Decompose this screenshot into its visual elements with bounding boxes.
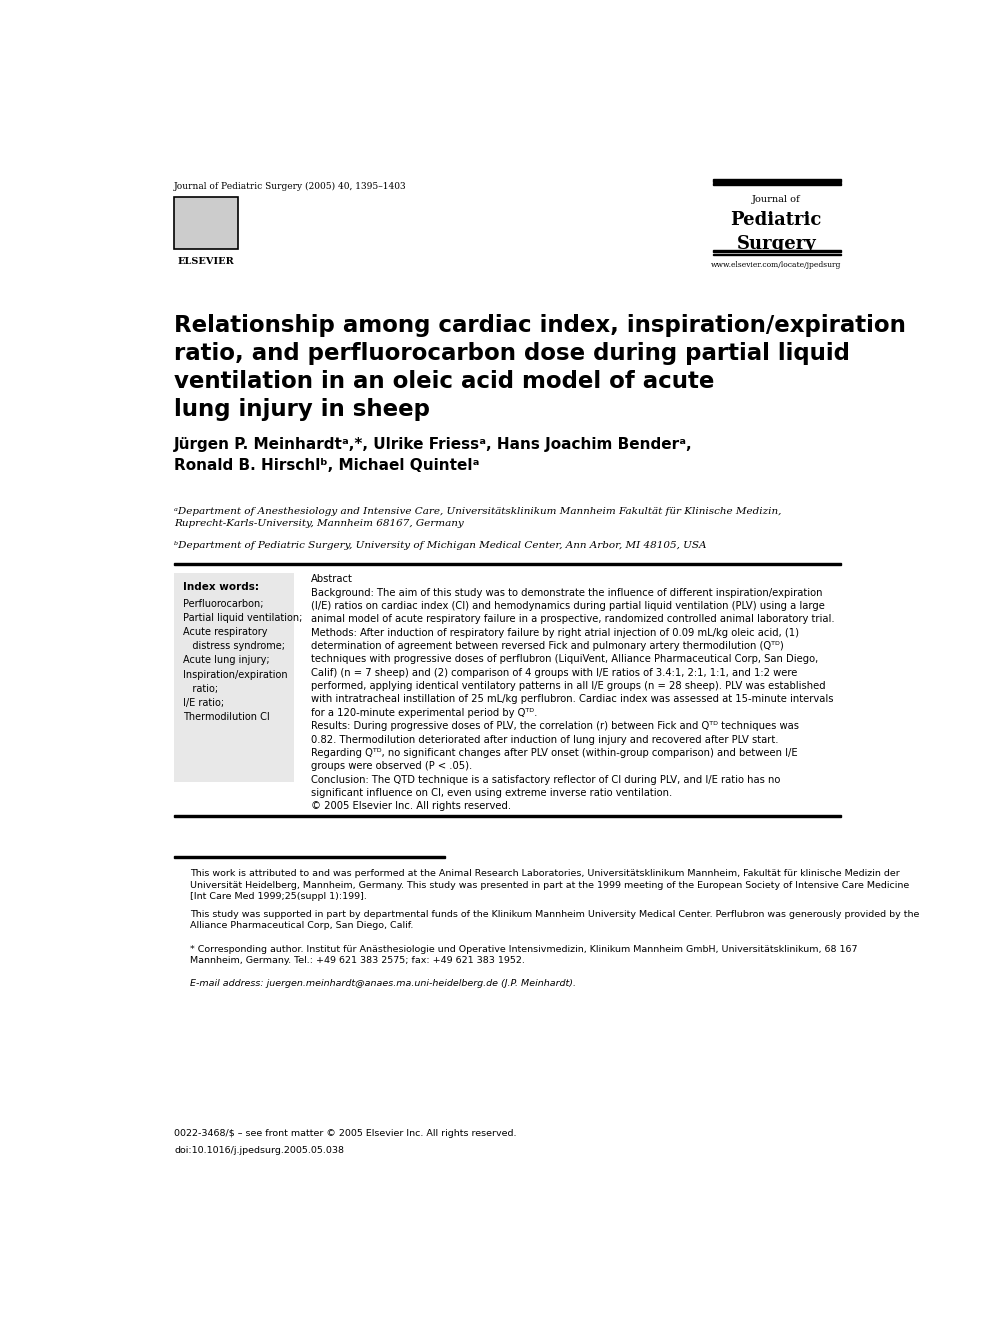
- Text: doi:10.1016/j.jpedsurg.2005.05.038: doi:10.1016/j.jpedsurg.2005.05.038: [174, 1146, 345, 1155]
- Text: ELSEVIER: ELSEVIER: [177, 257, 235, 265]
- Bar: [713, 183, 841, 185]
- Bar: [174, 197, 238, 249]
- Text: Relationship among cardiac index, inspiration/expiration
ratio, and perfluorocar: Relationship among cardiac index, inspir…: [174, 314, 906, 421]
- Bar: [174, 564, 841, 565]
- Text: Journal of Pediatric Surgery (2005) 40, 1395–1403: Journal of Pediatric Surgery (2005) 40, …: [174, 182, 407, 190]
- Bar: [713, 249, 841, 252]
- Text: * Corresponding author. Institut für Anästhesiologie und Operative Intensivmediz: * Corresponding author. Institut für Anä…: [190, 945, 857, 965]
- Text: Index words:: Index words:: [183, 582, 259, 591]
- Text: www.elsevier.com/locate/jpedsurg: www.elsevier.com/locate/jpedsurg: [711, 261, 842, 269]
- Text: Pediatric: Pediatric: [731, 211, 822, 228]
- Text: Surgery: Surgery: [737, 235, 816, 252]
- Text: This work is attributed to and was performed at the Animal Research Laboratories: This work is attributed to and was perfo…: [190, 869, 909, 902]
- Text: Abstract
Background: The aim of this study was to demonstrate the influence of d: Abstract Background: The aim of this stu…: [311, 574, 835, 812]
- Bar: [713, 253, 841, 255]
- Bar: [174, 573, 294, 781]
- Text: Jürgen P. Meinhardtᵃ,*, Ulrike Friessᵃ, Hans Joachim Benderᵃ,
Ronald B. Hirschlᵇ: Jürgen P. Meinhardtᵃ,*, Ulrike Friessᵃ, …: [174, 437, 693, 473]
- Text: 0022-3468/$ – see front matter © 2005 Elsevier Inc. All rights reserved.: 0022-3468/$ – see front matter © 2005 El…: [174, 1129, 517, 1138]
- Text: E-mail address: juergen.meinhardt@anaes.ma.uni-heidelberg.de (J.P. Meinhardt).: E-mail address: juergen.meinhardt@anaes.…: [190, 979, 575, 989]
- Text: ᵃDepartment of Anesthesiology and Intensive Care, Universitätsklinikum Mannheim : ᵃDepartment of Anesthesiology and Intens…: [174, 507, 781, 528]
- Bar: [174, 816, 841, 817]
- Bar: [713, 178, 841, 182]
- Text: This study was supported in part by departmental funds of the Klinikum Mannheim : This study was supported in part by depa…: [190, 909, 919, 931]
- Text: Journal of: Journal of: [752, 195, 801, 205]
- Text: ᵇDepartment of Pediatric Surgery, University of Michigan Medical Center, Ann Arb: ᵇDepartment of Pediatric Surgery, Univer…: [174, 541, 707, 550]
- Text: Perfluorocarbon;
Partial liquid ventilation;
Acute respiratory
   distress syndr: Perfluorocarbon; Partial liquid ventilat…: [183, 599, 303, 722]
